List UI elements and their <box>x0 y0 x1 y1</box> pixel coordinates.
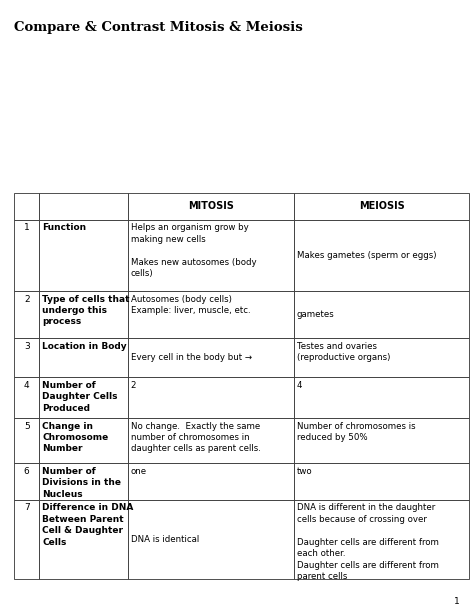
Bar <box>39 291 128 338</box>
Bar <box>14 418 39 463</box>
Bar <box>294 291 469 338</box>
Text: gametes: gametes <box>297 310 335 319</box>
Text: 1: 1 <box>24 224 29 232</box>
Bar <box>294 463 469 500</box>
Text: Testes and ovaries
(reproductive organs): Testes and ovaries (reproductive organs) <box>297 342 390 362</box>
Text: 5: 5 <box>24 422 29 430</box>
Bar <box>14 500 39 579</box>
Bar <box>39 418 128 463</box>
Text: Difference in DNA
Between Parent
Cell & Daughter
Cells: Difference in DNA Between Parent Cell & … <box>42 503 134 547</box>
Bar <box>39 193 128 220</box>
Text: Number of chromosomes is
reduced by 50%: Number of chromosomes is reduced by 50% <box>297 422 416 442</box>
Text: Every cell in the body but →: Every cell in the body but → <box>131 353 252 362</box>
Text: Makes gametes (sperm or eggs): Makes gametes (sperm or eggs) <box>297 251 437 260</box>
Bar <box>294 377 469 418</box>
Text: Change in
Chromosome
Number: Change in Chromosome Number <box>42 422 109 454</box>
Text: one: one <box>131 466 147 476</box>
Text: 4: 4 <box>297 381 302 390</box>
Text: two: two <box>297 466 312 476</box>
Bar <box>14 463 39 500</box>
Bar <box>128 220 294 291</box>
Text: 4: 4 <box>24 381 29 390</box>
Bar <box>294 220 469 291</box>
Text: DNA is identical: DNA is identical <box>131 535 199 544</box>
Bar <box>39 220 128 291</box>
Text: 2: 2 <box>24 294 29 303</box>
Text: 1: 1 <box>454 596 460 606</box>
Text: Autosomes (body cells)
Example: liver, muscle, etc.: Autosomes (body cells) Example: liver, m… <box>131 294 250 315</box>
Bar <box>39 338 128 377</box>
Bar <box>39 463 128 500</box>
Bar <box>128 338 294 377</box>
Bar <box>294 418 469 463</box>
Text: Location in Body: Location in Body <box>42 342 127 351</box>
Bar <box>128 463 294 500</box>
Bar <box>128 291 294 338</box>
Text: 7: 7 <box>24 503 29 512</box>
Text: 3: 3 <box>24 342 29 351</box>
Text: 6: 6 <box>24 466 29 476</box>
Text: Function: Function <box>42 224 86 232</box>
Bar <box>39 377 128 418</box>
Text: No change.  Exactly the same
number of chromosomes in
daughter cells as parent c: No change. Exactly the same number of ch… <box>131 422 261 454</box>
Text: Helps an organism grow by
making new cells

Makes new autosomes (body
cells): Helps an organism grow by making new cel… <box>131 224 256 278</box>
Bar <box>14 377 39 418</box>
Bar <box>14 220 39 291</box>
Bar <box>39 500 128 579</box>
Bar <box>294 193 469 220</box>
Text: MITOSIS: MITOSIS <box>188 202 234 211</box>
Bar <box>128 418 294 463</box>
Text: Type of cells that
undergo this
process: Type of cells that undergo this process <box>42 294 129 326</box>
Bar <box>128 193 294 220</box>
Bar <box>294 500 469 579</box>
Text: Number of
Divisions in the
Nucleus: Number of Divisions in the Nucleus <box>42 466 121 498</box>
Text: Compare & Contrast Mitosis & Meiosis: Compare & Contrast Mitosis & Meiosis <box>14 21 303 34</box>
Text: DNA is different in the daughter
cells because of crossing over

Daughter cells : DNA is different in the daughter cells b… <box>297 503 439 581</box>
Bar <box>14 193 39 220</box>
Bar <box>14 291 39 338</box>
Text: Number of
Daughter Cells
Produced: Number of Daughter Cells Produced <box>42 381 118 413</box>
Bar <box>294 338 469 377</box>
Text: MEIOSIS: MEIOSIS <box>359 202 404 211</box>
Text: 2: 2 <box>131 381 137 390</box>
Bar <box>14 338 39 377</box>
Bar <box>128 377 294 418</box>
Bar <box>128 500 294 579</box>
